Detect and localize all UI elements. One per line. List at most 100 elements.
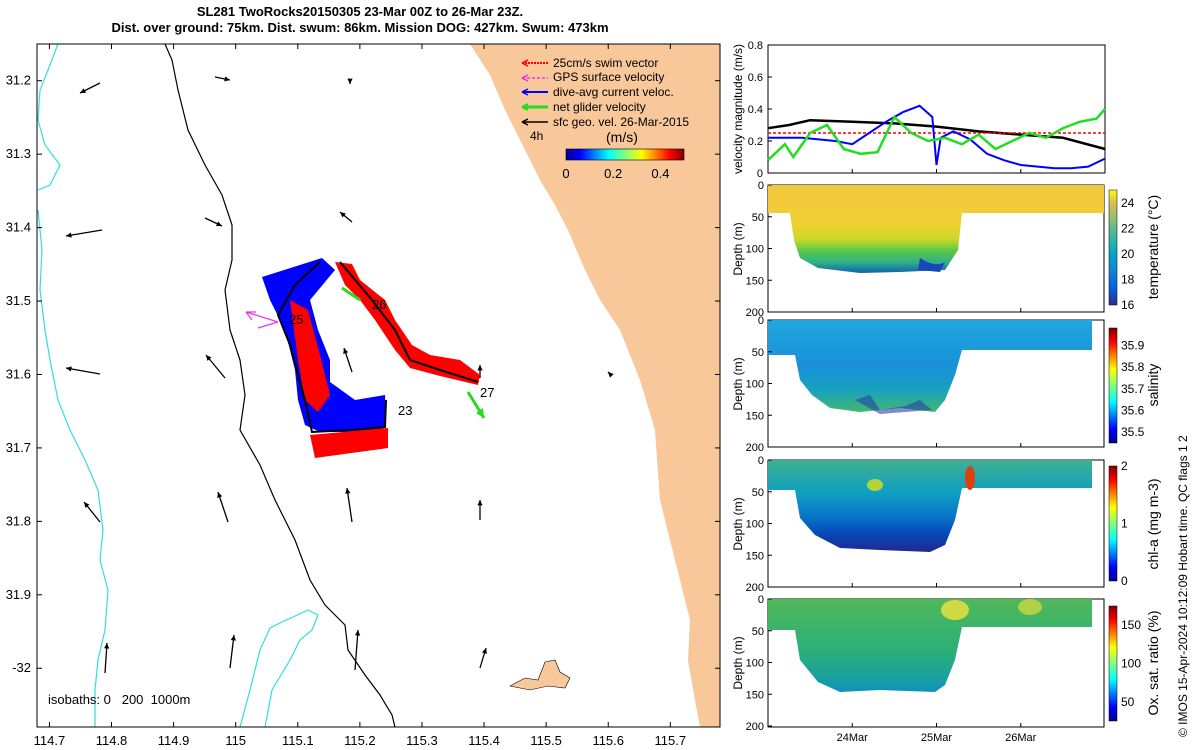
depth-tick-label: 200 — [746, 307, 764, 319]
salinity-low-core — [855, 395, 932, 414]
sfc-geo-arrowhead — [347, 78, 353, 84]
oxygen-cblabel: Ox. sat. ratio (%) — [1145, 610, 1161, 715]
sfc-geo-arrow — [65, 367, 101, 375]
time-tick-label: 24Mar — [837, 732, 869, 744]
sfc-geo-arrowhead — [477, 365, 483, 371]
depth-tick-label: 50 — [752, 347, 764, 359]
velocity-ytick-label: 0.4 — [748, 104, 763, 116]
depth-tick-label: 0 — [758, 594, 764, 606]
sfc-geo-arrowhead — [345, 488, 351, 494]
day-label-23: 23 — [398, 403, 412, 418]
depth-tick-label: 200 — [746, 442, 764, 454]
oxygen-high-2 — [1018, 599, 1042, 615]
chla-maximum — [965, 466, 975, 490]
map-ytick-label: 31.5 — [6, 293, 31, 308]
sfc-geo-arrowhead — [84, 502, 90, 508]
velocity-ylabel: velocity magnitude (m/s) — [731, 44, 745, 174]
time-tick-label: 25Mar — [921, 732, 953, 744]
sfc-geo-arrow — [65, 229, 103, 237]
colorbar-tick-label: 35.5 — [1121, 425, 1145, 439]
map-colorbar-tick: 0 — [562, 166, 569, 181]
legend-head-swim — [521, 59, 529, 67]
depth-tick-label: 50 — [752, 212, 764, 224]
colorbar-tick-label: 35.9 — [1121, 338, 1145, 352]
isobaths-label: isobaths: 0 200 1000m — [48, 692, 190, 707]
map-xtick-label: 115.4 — [468, 733, 500, 748]
depth-tick-label: 150 — [746, 689, 764, 701]
section-axes-ticks: 050100150200161820222405010015020035.535… — [746, 180, 1145, 733]
legend-head-gps — [521, 74, 529, 82]
depth-tick-label: 50 — [752, 626, 764, 638]
depth-tick-label: 150 — [746, 275, 764, 287]
salinity-panel: Depth (m) salinity — [731, 319, 1161, 448]
legend-label-sfc-geo: sfc geo. vel. 26-Mar-2015 — [553, 115, 689, 129]
velocity-series — [767, 104, 1106, 170]
salinity-colorbar — [1108, 327, 1118, 444]
colorbar-tick-label: 16 — [1121, 298, 1135, 312]
sfc-geo-arrow — [229, 634, 235, 669]
salinity-ylabel: Depth (m) — [731, 357, 745, 410]
salinity-field — [768, 320, 1092, 412]
swim-vector-band — [335, 262, 480, 385]
map-ytick-label: 31.9 — [6, 587, 31, 602]
map-xtick-label: 115.2 — [344, 733, 376, 748]
temperature-panel: Depth (m) temperature (°C) — [731, 184, 1161, 313]
colorbar-tick-label: 150 — [1121, 618, 1141, 632]
sfc-geo-arrowhead — [80, 88, 86, 93]
colorbar-tick-label: 35.7 — [1121, 382, 1145, 396]
sfc-geo-arrowhead — [206, 355, 212, 361]
chla-patch — [867, 479, 883, 491]
velocity-ytick-label: 0.2 — [748, 136, 763, 148]
imos-credit: © IMOS 15-Apr-2024 10:12:09 Hobart time.… — [1176, 435, 1190, 737]
oxygen-ylabel: Depth (m) — [731, 636, 745, 689]
glider-track: 23 25 26 27 — [245, 258, 494, 458]
legend-label-gps: GPS surface velocity — [553, 70, 664, 84]
time-axis: 24Mar 25Mar 26Mar — [837, 169, 1037, 744]
map-panel: 23 25 26 27 114.7 114.8 114.9 115 115.1 115.2 115… — [6, 43, 721, 748]
sfc-geo-arrowhead — [66, 366, 72, 372]
depth-tick-label: 200 — [746, 721, 764, 733]
colorbar-tick-label: 0 — [1121, 574, 1128, 588]
map-x-axis: 114.7 114.8 114.9 115 115.1 115.2 115.3 115.4 11… — [34, 44, 686, 748]
sfc-geo-arrowhead — [104, 643, 110, 649]
chla-ylabel: Depth (m) — [731, 497, 745, 550]
colorbar-tick-label: 24 — [1121, 196, 1135, 210]
isobath-1000 — [37, 44, 319, 727]
isobath-200 — [164, 44, 396, 727]
map-colorbar-ticks: 0 0.2 0.4 — [562, 166, 669, 181]
map-ytick-label: 31.4 — [6, 220, 31, 235]
map-ytick-label: 31.2 — [6, 73, 31, 88]
chla-colorbar — [1108, 465, 1118, 582]
map-xtick-label: 114.7 — [34, 733, 66, 748]
depth-tick-label: 100 — [746, 379, 764, 391]
map-xtick-label: 115 — [225, 733, 246, 748]
depth-tick-label: 100 — [746, 658, 764, 670]
colorbar-tick-label: 35.8 — [1121, 360, 1145, 374]
velocity-axes — [767, 44, 1106, 174]
velocity-y-axis: 0 0.2 0.4 0.6 0.8 — [748, 40, 772, 180]
depth-tick-label: 0 — [758, 180, 764, 192]
colorbar-tick-label: 20 — [1121, 247, 1135, 261]
map-colorbar-tick: 0.2 — [604, 166, 622, 181]
sfc-geo-arrow — [346, 487, 353, 523]
velocity-ytick-label: 0 — [757, 168, 763, 180]
map-xtick-label: 115.3 — [406, 733, 438, 748]
map-ytick-label: 31.8 — [6, 513, 31, 528]
sfc-geo-arrowhead — [224, 76, 230, 82]
map-xtick-label: 115.5 — [530, 733, 562, 748]
colorbar-tick-label: 18 — [1121, 272, 1135, 286]
sfc-geo-arrowhead — [343, 348, 349, 354]
depth-tick-label: 150 — [746, 550, 764, 562]
velocity-series-dive-avg-current — [768, 104, 1106, 170]
net-glider-arrow-1 — [341, 286, 361, 302]
sfc-geo-arrowhead — [481, 648, 487, 654]
depth-tick-label: 0 — [758, 315, 764, 327]
temperature-cold-core — [918, 258, 945, 272]
depth-tick-label: 100 — [746, 519, 764, 531]
sfc-geo-arrowhead — [216, 221, 222, 227]
figure-title: SL281 TwoRocks20150305 23-Mar 00Z to 26-… — [0, 4, 720, 36]
legend-head-sfc-geo — [521, 118, 529, 126]
velocity-ytick-label: 0.8 — [748, 40, 763, 52]
temperature-cblabel: temperature (°C) — [1145, 195, 1161, 299]
